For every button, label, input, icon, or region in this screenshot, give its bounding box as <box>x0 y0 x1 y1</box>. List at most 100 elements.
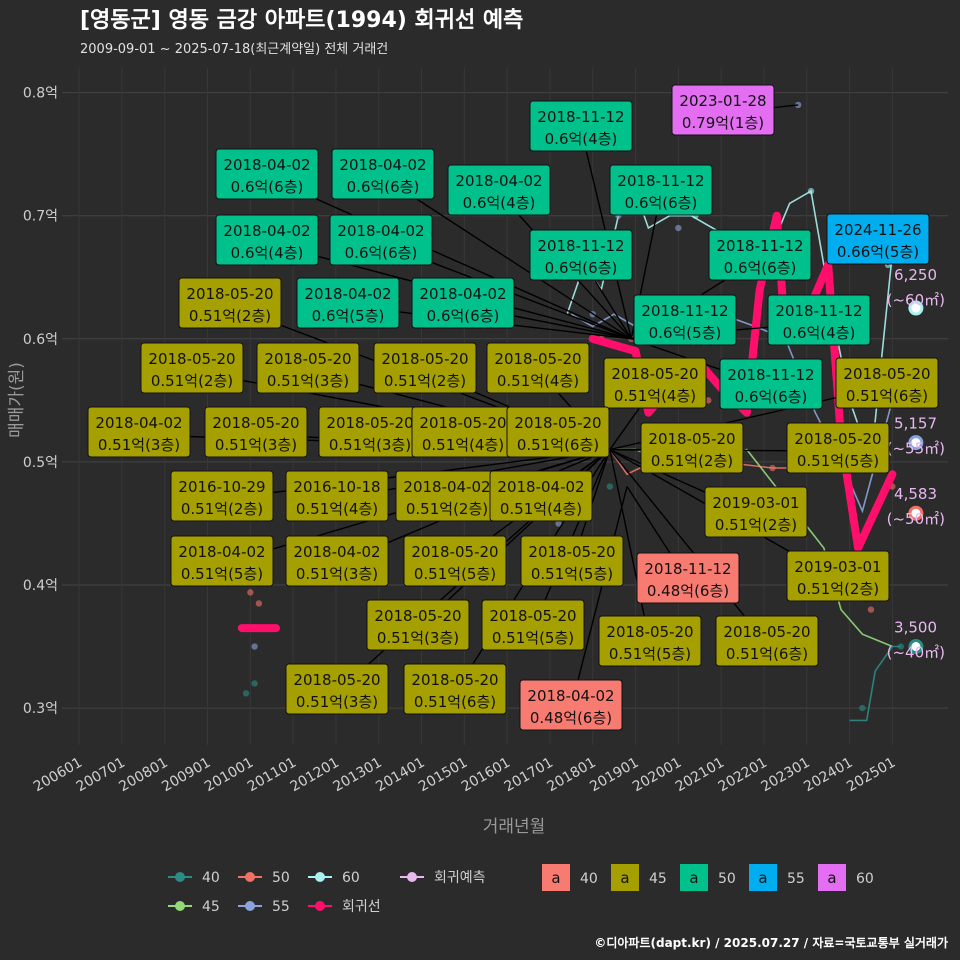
annotation-label: 2018-05-20 0.51억(2층) <box>140 342 244 394</box>
annotation-date: 2018-05-20 <box>264 350 351 368</box>
prediction-price: 6,250 <box>894 266 937 284</box>
annotation-leader <box>570 486 628 709</box>
annotation-box <box>170 470 274 522</box>
annotations: 2023-01-280.79억(1층)2024-11-260.66억(5층)20… <box>87 84 939 731</box>
annotation-date: 2018-11-12 <box>537 108 624 126</box>
annotation-box <box>256 342 360 394</box>
data-point <box>807 187 815 195</box>
annotation-price: 0.66억(5층) <box>837 243 919 261</box>
annotation-date: 2018-05-20 <box>212 414 299 432</box>
annotation-price: 0.6억(6층) <box>427 307 500 325</box>
legend-box-swatch <box>818 864 846 891</box>
annotation-label: 2016-10-29 0.51억(2층) <box>170 470 274 522</box>
annotation-price: 0.51억(5층) <box>492 629 574 647</box>
annotation-box <box>296 277 400 329</box>
annotation-price: 0.6억(4층) <box>545 130 618 148</box>
data-point <box>255 600 263 607</box>
annotation-price: 0.51억(5층) <box>609 645 691 663</box>
legend-box-label: 45 <box>649 871 667 887</box>
annotation-date: 2018-05-20 <box>723 623 810 641</box>
prediction-point <box>908 300 924 316</box>
legend-swatch-dot <box>245 872 255 882</box>
annotation-price: 0.51억(3층) <box>296 565 378 583</box>
annotation-label: 2018-05-20 0.51억(3층) <box>285 663 389 715</box>
annotation-date: 2018-04-02 <box>178 543 265 561</box>
annotation-price: 0.51억(2층) <box>181 500 263 518</box>
data-point <box>251 680 258 687</box>
annotation-box <box>598 615 702 667</box>
annotation-date: 2018-11-12 <box>716 237 803 255</box>
y-tick-label: 0.3억 <box>23 701 58 717</box>
annotation-date: 2018-05-20 <box>326 414 413 432</box>
annotation-box <box>719 358 823 410</box>
caption: ©디아파트(dapt.kr) / 2025.07.27 / 자료=국토교통부 실… <box>594 935 948 950</box>
legend-box-glyph: a <box>551 869 560 887</box>
legend-item-s60: 60 <box>308 870 360 886</box>
annotation-price: 0.79억(1층) <box>682 114 764 132</box>
annotation-price: 0.6억(6층) <box>231 178 304 196</box>
annotation-date: 2018-11-12 <box>727 366 814 384</box>
annotation-box <box>447 164 551 216</box>
annotation-date: 2019-03-01 <box>712 494 799 512</box>
legend-box-swatch <box>611 864 639 891</box>
annotation-price: 0.51억(6층) <box>414 693 496 711</box>
annotation-date: 2018-04-02 <box>419 285 506 303</box>
annotation-price: 0.51억(3층) <box>377 629 459 647</box>
annotation-price: 0.51억(3층) <box>296 693 378 711</box>
legend-swatch-dot <box>407 872 417 882</box>
legend-item-s45: 45 <box>168 899 220 915</box>
annotation-price: 0.6억(6층) <box>724 259 797 277</box>
annotation-box <box>603 357 707 409</box>
annotation-label: 2018-05-20 0.51억(2층) <box>640 422 744 474</box>
annotation-box <box>826 213 930 265</box>
annotation-date: 2018-05-20 <box>148 350 235 368</box>
annotation-label: 2018-05-20 0.51억(5층) <box>786 422 890 474</box>
annotation-label: 2016-10-18 0.51억(4층) <box>285 470 389 522</box>
data-point <box>897 643 905 650</box>
legend-box-box40: a 40 <box>542 864 598 891</box>
annotation-label: 2018-04-02 0.6억(6층) <box>215 148 319 200</box>
annotation-box <box>215 148 319 200</box>
annotation-date: 2018-04-02 <box>339 156 426 174</box>
legend-box-swatch <box>680 864 708 891</box>
annotation-price: 0.51억(6층) <box>726 645 808 663</box>
annotation-box <box>708 229 812 281</box>
annotation-price: 0.51억(5층) <box>181 565 263 583</box>
y-tick-label: 0.8억 <box>23 86 58 102</box>
prediction-price: 5,157 <box>894 415 937 433</box>
annotation-date: 2018-11-12 <box>641 302 728 320</box>
legend-label: 회귀예측 <box>434 870 486 886</box>
annotation-date: 2018-05-20 <box>381 350 468 368</box>
annotation-price: 0.6억(6층) <box>625 194 698 212</box>
annotation-label: 2018-04-02 0.51억(4층) <box>489 470 593 522</box>
legend-item-prediction: 회귀예측 <box>400 870 486 886</box>
annotation-date: 2019-03-01 <box>794 558 881 576</box>
annotation-label: 2018-05-20 0.51억(4층) <box>411 406 515 458</box>
annotation-price: 0.48억(6층) <box>647 582 729 600</box>
prediction-area: (~40㎡) <box>887 644 945 662</box>
data-point <box>555 520 562 527</box>
annotation-box <box>140 342 244 394</box>
legend-swatch-dot <box>315 901 325 911</box>
annotation-box <box>671 84 775 136</box>
y-axis-title: 매매가(원) <box>7 362 27 438</box>
annotation-date: 2018-05-20 <box>411 671 498 689</box>
annotation-leader <box>609 449 651 645</box>
annotation-price: 0.51억(4층) <box>497 372 579 390</box>
annotation-date: 2018-05-20 <box>648 430 735 448</box>
annotation-price: 0.48억(6층) <box>530 709 612 727</box>
prediction-point <box>908 435 924 451</box>
prediction-price: 4,583 <box>894 485 937 503</box>
annotation-price: 0.51억(5층) <box>531 565 613 583</box>
legend-box-glyph: a <box>827 869 836 887</box>
legend-item-s40: 40 <box>168 870 220 886</box>
data-point <box>859 704 866 712</box>
annotation-label: 2018-04-02 0.6억(4층) <box>215 214 319 266</box>
annotation-leader <box>382 176 632 340</box>
annotation-date: 2018-05-20 <box>606 623 693 641</box>
legend-swatch-dot <box>175 901 185 911</box>
annotation-box <box>373 342 477 394</box>
chart-subtitle: 2009-09-01 ~ 2025-07-18(최근계약일) 전체 거래건 <box>80 42 388 57</box>
annotation-date: 2018-04-02 <box>293 543 380 561</box>
